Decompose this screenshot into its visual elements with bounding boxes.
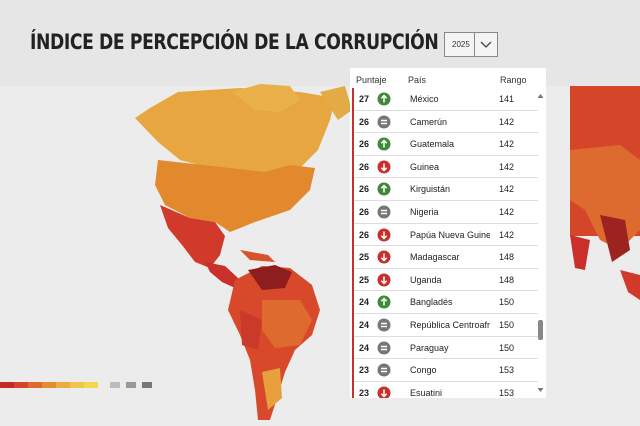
trend-icon bbox=[377, 160, 391, 174]
score: 23 bbox=[359, 365, 370, 376]
country: México bbox=[410, 94, 439, 104]
score: 24 bbox=[359, 319, 370, 330]
table-row[interactable]: 24 República Centroafri 150 bbox=[354, 314, 538, 337]
header-country: País bbox=[408, 75, 427, 85]
scrollbar[interactable] bbox=[536, 92, 545, 396]
trend-icon bbox=[377, 363, 391, 377]
trend-icon bbox=[377, 228, 391, 242]
score: 26 bbox=[359, 161, 370, 172]
rank: 142 bbox=[499, 116, 515, 127]
table-row[interactable]: 25 Madagascar 148 bbox=[354, 246, 538, 269]
ranking-panel: Puntaje País Rango 27 México 141 26 Camerún 1… bbox=[350, 68, 546, 398]
table-row[interactable]: 27 México 141 bbox=[354, 88, 538, 111]
trend-icon bbox=[377, 182, 391, 196]
year-select[interactable]: 2025 bbox=[444, 32, 498, 57]
score: 26 bbox=[359, 206, 370, 217]
rank: 142 bbox=[499, 184, 515, 195]
year-value: 2025 bbox=[452, 40, 470, 49]
country: Guatemala bbox=[410, 139, 455, 150]
score: 24 bbox=[359, 342, 370, 353]
score: 26 bbox=[359, 184, 370, 195]
table-row[interactable]: 24 Bangladés 150 bbox=[354, 291, 538, 314]
score: 26 bbox=[359, 116, 370, 127]
trend-icon bbox=[377, 250, 391, 264]
country: República Centroafri bbox=[410, 319, 490, 330]
country: Esuatini bbox=[410, 387, 443, 398]
trend-icon bbox=[377, 205, 391, 219]
country: Nigeria bbox=[410, 206, 439, 217]
table-row[interactable]: 26 Nigeria 142 bbox=[354, 201, 538, 224]
table-rows: 27 México 141 26 Camerún 142 26 Guatemala 142 26 G… bbox=[352, 88, 538, 398]
rank: 150 bbox=[499, 319, 515, 330]
country: Congo bbox=[410, 365, 437, 376]
score: 23 bbox=[359, 387, 370, 398]
country: Paraguay bbox=[410, 342, 449, 353]
rank: 153 bbox=[499, 387, 515, 398]
rank: 142 bbox=[499, 206, 515, 217]
trend-icon bbox=[377, 115, 391, 129]
score: 25 bbox=[359, 252, 370, 263]
country: Guinea bbox=[410, 161, 440, 172]
page-title: ÍNDICE DE PERCEPCIÓN DE LA CORRUPCIÓN bbox=[30, 30, 439, 54]
rank: 148 bbox=[499, 252, 515, 263]
trend-icon bbox=[377, 273, 391, 287]
rank: 148 bbox=[499, 274, 515, 285]
score: 24 bbox=[359, 297, 370, 308]
table-row[interactable]: 23 Esuatini 153 bbox=[354, 382, 538, 398]
score: 26 bbox=[359, 229, 370, 240]
table-row[interactable]: 26 Papúa Nueva Guinea 142 bbox=[354, 224, 538, 247]
trend-icon bbox=[377, 318, 391, 332]
trend-icon bbox=[377, 386, 391, 398]
table-row[interactable]: 23 Congo 153 bbox=[354, 359, 538, 382]
country: Madagascar bbox=[410, 252, 460, 263]
header-rank: Rango bbox=[500, 75, 527, 85]
country: Kirguistán bbox=[410, 184, 451, 195]
rank: 142 bbox=[499, 139, 515, 150]
country: Papúa Nueva Guinea bbox=[410, 229, 490, 240]
trend-icon bbox=[377, 341, 391, 355]
country: Camerún bbox=[410, 116, 448, 127]
table-row[interactable]: 26 Guinea 142 bbox=[354, 156, 538, 179]
trend-icon bbox=[377, 137, 391, 151]
table-row[interactable]: 26 Guatemala 142 bbox=[354, 133, 538, 156]
trend-icon bbox=[377, 295, 391, 309]
table-row[interactable]: 24 Paraguay 150 bbox=[354, 337, 538, 360]
country: Bangladés bbox=[410, 297, 453, 308]
country: Uganda bbox=[410, 274, 442, 285]
rank: 141 bbox=[499, 94, 515, 104]
score: 26 bbox=[359, 139, 370, 150]
rank: 150 bbox=[499, 342, 515, 353]
table-row[interactable]: 26 Camerún 142 bbox=[354, 111, 538, 134]
rank: 142 bbox=[499, 161, 515, 172]
trend-icon bbox=[377, 92, 391, 106]
score: 25 bbox=[359, 274, 370, 285]
score: 27 bbox=[359, 94, 370, 104]
table-row[interactable]: 26 Kirguistán 142 bbox=[354, 178, 538, 201]
dropdown-arrow bbox=[474, 33, 492, 56]
table-header: Puntaje País Rango bbox=[350, 68, 546, 90]
header-score: Puntaje bbox=[356, 75, 387, 85]
rank: 142 bbox=[499, 229, 515, 240]
rank: 150 bbox=[499, 297, 515, 308]
rank: 153 bbox=[499, 365, 515, 376]
table-row[interactable]: 25 Uganda 148 bbox=[354, 269, 538, 292]
